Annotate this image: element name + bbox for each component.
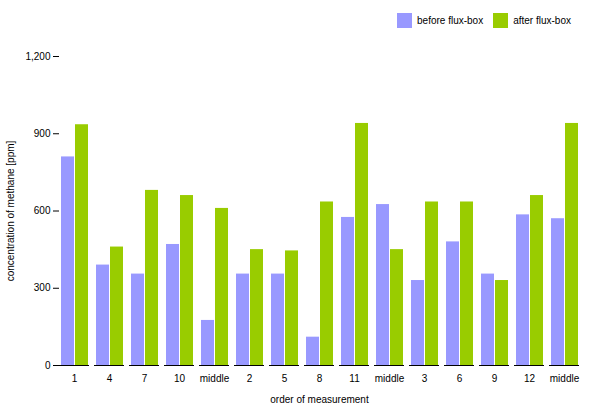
svg-text:concentration of methane [ppm]: concentration of methane [ppm] bbox=[5, 140, 16, 281]
svg-text:8: 8 bbox=[317, 373, 323, 384]
svg-text:12: 12 bbox=[524, 373, 536, 384]
svg-text:middle: middle bbox=[550, 373, 580, 384]
svg-text:4: 4 bbox=[107, 373, 113, 384]
svg-text:1,200: 1,200 bbox=[25, 51, 50, 62]
svg-text:3: 3 bbox=[422, 373, 428, 384]
svg-text:9: 9 bbox=[492, 373, 498, 384]
svg-text:1: 1 bbox=[72, 373, 78, 384]
svg-text:0: 0 bbox=[45, 360, 51, 371]
svg-text:900: 900 bbox=[34, 128, 51, 139]
svg-text:middle: middle bbox=[200, 373, 230, 384]
svg-text:2: 2 bbox=[247, 373, 253, 384]
svg-text:5: 5 bbox=[282, 373, 288, 384]
html-text:after flux-box: after flux-box bbox=[513, 15, 571, 26]
svg-text:middle: middle bbox=[375, 373, 405, 384]
svg-text:10: 10 bbox=[174, 373, 186, 384]
svg-text:11: 11 bbox=[349, 373, 360, 384]
svg-text:6: 6 bbox=[457, 373, 463, 384]
svg-text:300: 300 bbox=[34, 282, 51, 293]
svg-text:order of measurement: order of measurement bbox=[270, 394, 369, 405]
svg-text:600: 600 bbox=[34, 205, 51, 216]
html-text:before flux-box: before flux-box bbox=[417, 15, 484, 26]
svg-text:7: 7 bbox=[142, 373, 148, 384]
